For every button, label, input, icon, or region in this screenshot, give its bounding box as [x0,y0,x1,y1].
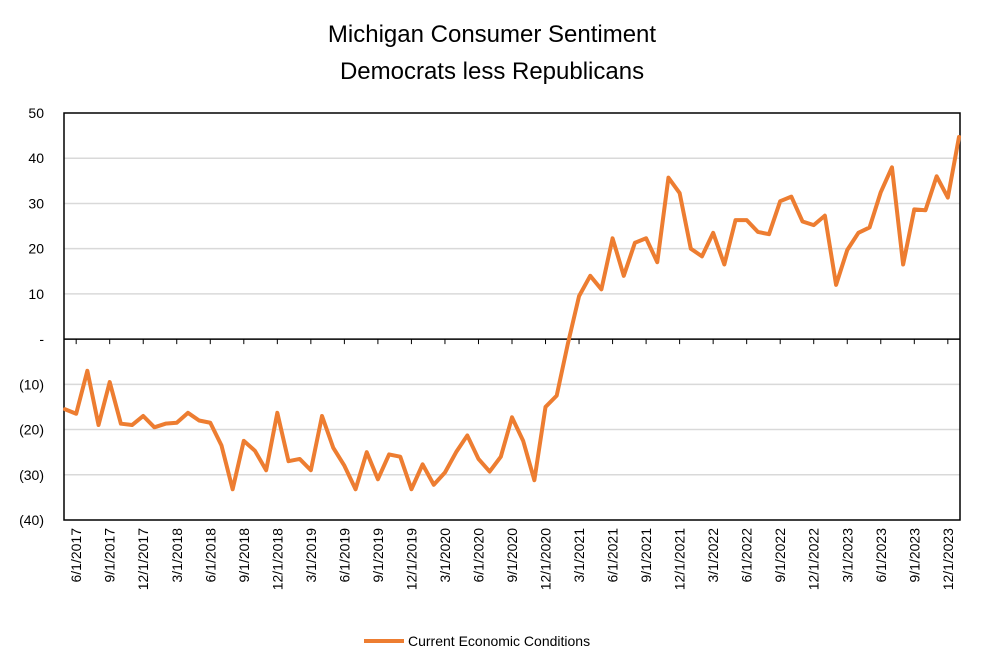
x-tick-label: 12/1/2018 [269,528,285,590]
y-tick-label: (20) [19,422,44,438]
x-tick-label: 9/1/2021 [638,528,654,583]
y-tick-label: 50 [28,105,44,121]
y-tick-label: 40 [28,150,44,166]
gridlines [64,157,960,476]
y-axis-ticks: 50 40 30 20 10 - (10) (20) (30) (40) [19,105,44,528]
x-tick-label: 9/1/2018 [236,528,252,583]
chart-subtitle: Democrats less Republicans [340,58,644,85]
series-line-current-economic-conditions [63,134,961,492]
x-tick-label: 12/1/2017 [135,528,151,590]
x-tick-label: 12/1/2023 [940,528,956,590]
y-tick-label: (40) [19,512,44,528]
y-tick-label: - [39,331,44,347]
y-tick-label: (10) [19,376,44,392]
x-tick-label: 6/1/2020 [470,528,486,583]
x-tick-label: 9/1/2020 [504,528,520,583]
x-tick-label: 12/1/2019 [403,528,419,590]
x-tick-label: 6/1/2023 [873,528,889,583]
legend-label: Current Economic Conditions [408,633,590,649]
x-tick-label: 3/1/2018 [169,528,185,583]
x-tick-label: 12/1/2022 [806,528,822,590]
x-tick-label: 6/1/2018 [202,528,218,583]
x-tick-label: 6/1/2022 [739,528,755,583]
x-tick-label: 9/1/2022 [772,528,788,583]
x-tick-label: 3/1/2019 [303,528,319,583]
series-layer [63,134,961,492]
plot-area-border [63,112,961,521]
y-tick-label: 10 [28,286,44,302]
x-tick-label: 6/1/2017 [68,528,84,583]
x-tick-label: 6/1/2019 [336,528,352,583]
x-tick-label: 9/1/2023 [906,528,922,583]
x-tick-label: 3/1/2021 [571,528,587,583]
y-tick-label: 20 [28,241,44,257]
x-tick-label: 9/1/2017 [102,528,118,583]
y-tick-label: 30 [28,195,44,211]
x-tick-label: 6/1/2021 [605,528,621,583]
x-tick-label: 3/1/2022 [705,528,721,583]
x-axis-ticks: 6/1/2017 9/1/2017 12/1/2017 3/1/2018 6/1/201… [68,339,956,590]
y-tick-label: (30) [19,467,44,483]
x-tick-label: 12/1/2021 [672,528,688,590]
legend: Current Economic Conditions [364,633,590,649]
x-tick-label: 12/1/2020 [538,528,554,590]
chart-title: Michigan Consumer Sentiment [328,21,656,48]
x-tick-label: 3/1/2020 [437,528,453,583]
x-tick-label: 9/1/2019 [370,528,386,583]
x-tick-label: 3/1/2023 [839,528,855,583]
